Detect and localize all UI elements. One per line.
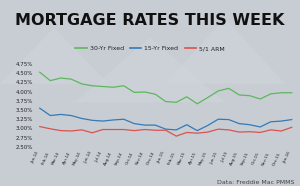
Polygon shape — [75, 37, 225, 102]
Polygon shape — [165, 19, 285, 84]
Text: Data: Freddie Mac PMMS: Data: Freddie Mac PMMS — [217, 180, 294, 185]
Polygon shape — [0, 28, 108, 84]
Text: MORTGAGE RATES THIS WEEK: MORTGAGE RATES THIS WEEK — [15, 13, 285, 28]
Legend: 30-Yr Fixed, 15-Yr Fixed, 5/1 ARM: 30-Yr Fixed, 15-Yr Fixed, 5/1 ARM — [73, 43, 227, 54]
